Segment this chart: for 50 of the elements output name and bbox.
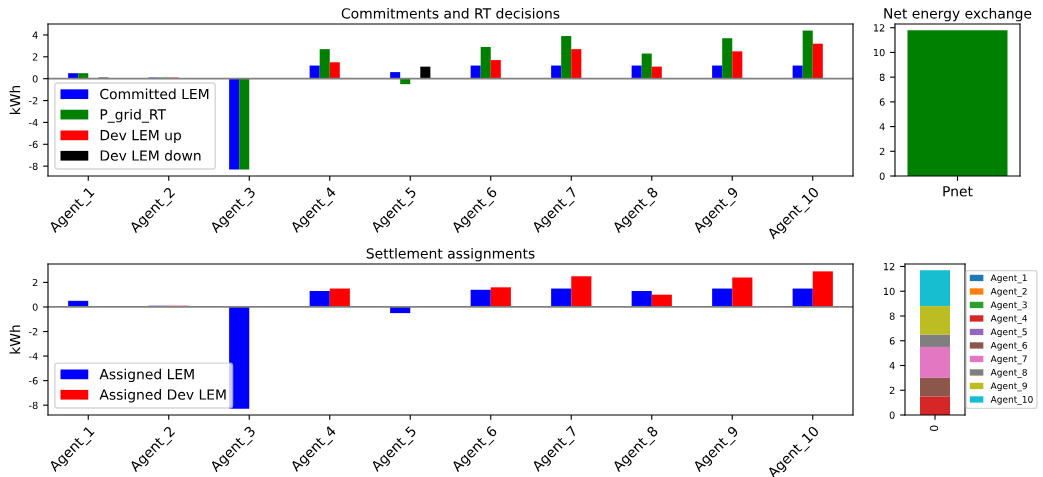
legend-label: Dev LEM down [100,150,201,161]
y-tick-label: 0 [32,75,38,83]
y-tick-label: 2 [32,53,38,61]
legend-label: Agent_5 [990,328,1027,338]
y-axis-title: kWh [9,325,21,354]
x-tick-label: 0 [929,425,939,432]
y-tick-label: 2 [879,147,885,155]
chart-title: Commitments and RT decisions [341,7,560,19]
legend-label: Agent_10 [990,395,1033,405]
legend-label: Agent_3 [990,301,1027,311]
legend-label: Agent_2 [990,287,1027,297]
legend-label: Agent_6 [990,341,1027,351]
y-tick-label: -6 [29,377,38,385]
y-tick-label: 4 [889,362,895,370]
y-tick-label: -8 [29,162,38,170]
y-tick-label: 0 [32,303,38,311]
y-tick-label: 2 [889,386,895,394]
y-tick-label: 0 [889,411,895,419]
y-tick-label: -8 [29,401,38,410]
legend-label: Agent_4 [990,315,1028,324]
y-tick-label: 6 [889,337,895,345]
y-tick-label: 12 [873,24,885,32]
y-tick-label: 10 [883,287,895,296]
y-tick-label: 4 [32,31,38,39]
legend-label: Agent_9 [990,382,1027,392]
chart-title: Net energy exchange [884,7,1032,22]
y-tick-label: 8 [879,73,885,81]
y-tick-label: -2 [29,97,38,105]
legend-label: Agent_7 [990,355,1027,365]
y-tick-label: 8 [889,312,895,320]
y-tick-label: -4 [29,119,38,127]
y-tick-label: 10 [873,48,885,57]
y-tick-label: 0 [879,172,885,180]
legend-label: Committed LEM [100,88,209,100]
y-tick-label: -2 [29,328,38,336]
chart-title: Settlement assignments [366,247,535,262]
y-tick-label: 12 [883,262,895,271]
legend-label: Agent_8 [990,368,1027,378]
legend-label: Assigned Dev LEM [99,389,226,403]
y-tick-label: -4 [29,352,38,360]
y-tick-label: 2 [32,278,38,287]
legend-label: P_grid_RT [100,108,167,123]
y-axis-title: kWh [9,85,21,115]
y-tick-label: -6 [29,140,38,149]
legend-label: Dev LEM up [100,130,182,144]
legend-label: Assigned LEM [99,368,194,383]
y-tick-label: 6 [879,98,885,106]
x-tick-label: Pnet [943,186,973,197]
y-tick-label: 4 [879,123,885,131]
legend-label: Agent_1 [990,274,1027,284]
